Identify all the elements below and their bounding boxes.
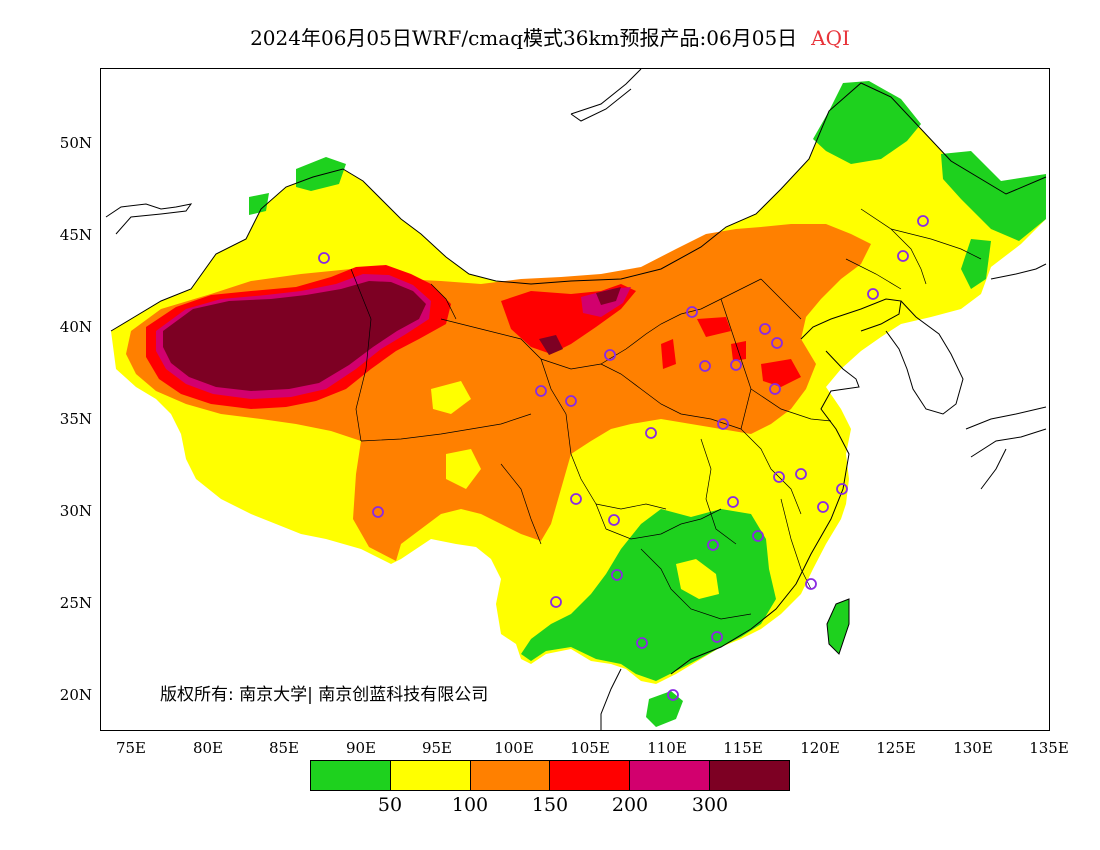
station-marker bbox=[795, 468, 807, 480]
station-marker bbox=[711, 631, 723, 643]
lat-label-50n: 50N bbox=[59, 134, 92, 152]
station-markers bbox=[318, 215, 929, 701]
title-variable: AQI bbox=[811, 26, 850, 50]
station-marker bbox=[636, 637, 648, 649]
lat-label-40n: 40N bbox=[59, 318, 92, 336]
aqi-region-shandong-red bbox=[761, 359, 801, 387]
station-marker bbox=[867, 288, 879, 300]
province-borders bbox=[350, 208, 982, 620]
lon-label-115e: 115E bbox=[723, 739, 763, 757]
station-marker bbox=[686, 306, 698, 318]
aqi-map bbox=[100, 68, 1050, 731]
lat-label-25n: 25N bbox=[59, 594, 92, 612]
legend-swatch-good bbox=[311, 761, 390, 790]
aqi-region-e-heilongjiang-green bbox=[941, 151, 1046, 241]
station-marker bbox=[769, 383, 781, 395]
station-marker bbox=[550, 596, 562, 608]
lon-label-95e: 95E bbox=[421, 739, 453, 757]
coastline-japan-1 bbox=[965, 406, 1047, 430]
station-marker bbox=[372, 506, 384, 518]
coastline-japan-3 bbox=[980, 448, 1007, 490]
map-title: 2024年06月05日WRF/cmaq模式36km预报产品:06月05日 AQI bbox=[0, 22, 1100, 51]
lat-label-20n: 20N bbox=[59, 686, 92, 704]
station-marker bbox=[570, 493, 582, 505]
station-marker bbox=[817, 501, 829, 513]
lat-label-45n: 45N bbox=[59, 226, 92, 244]
lon-label-75e: 75E bbox=[115, 739, 147, 757]
aqi-map-svg bbox=[105, 69, 1047, 730]
station-marker bbox=[608, 514, 620, 526]
lon-label-125e: 125E bbox=[876, 739, 916, 757]
lon-label-80e: 80E bbox=[192, 739, 224, 757]
aqi-region-south-green-yellow-hole bbox=[676, 559, 719, 599]
legend-swatch-usg bbox=[469, 761, 550, 790]
legend-tick-200: 200 bbox=[611, 794, 649, 816]
station-marker bbox=[717, 418, 729, 430]
copyright-text: 版权所有: 南京大学| 南京创蓝科技有限公司 bbox=[160, 685, 489, 705]
china-outer-border bbox=[110, 82, 1047, 332]
station-marker bbox=[707, 539, 719, 551]
legend-swatch-very-unhealthy bbox=[629, 761, 710, 790]
aqi-region-shanxi-red bbox=[697, 317, 731, 337]
aqi-region-jilin-green bbox=[961, 239, 991, 289]
legend-tick-300: 300 bbox=[691, 794, 729, 816]
station-marker bbox=[771, 337, 783, 349]
station-marker bbox=[773, 471, 785, 483]
legend-swatch-hazardous bbox=[709, 761, 789, 790]
station-marker bbox=[727, 496, 739, 508]
aqi-legend bbox=[310, 760, 790, 791]
aqi-region-nw-green bbox=[249, 193, 269, 215]
station-marker bbox=[917, 215, 929, 227]
aqi-region-qinghai-yellow bbox=[431, 381, 471, 414]
aqi-region-sw-yellow bbox=[446, 449, 481, 489]
station-marker bbox=[759, 323, 771, 335]
coastline-korea bbox=[885, 300, 964, 415]
lon-label-105e: 105E bbox=[570, 739, 610, 757]
legend-tick-150: 150 bbox=[531, 794, 569, 816]
station-marker bbox=[836, 483, 848, 495]
lat-label-35n: 35N bbox=[59, 410, 92, 428]
coastline-balkhash bbox=[105, 203, 193, 235]
legend-tick-100: 100 bbox=[451, 794, 489, 816]
lon-label-90e: 90E bbox=[345, 739, 377, 757]
coastline-taiwan-outline bbox=[826, 598, 850, 655]
station-marker bbox=[667, 689, 679, 701]
coastline-russia-ne bbox=[990, 263, 1047, 280]
station-marker bbox=[730, 359, 742, 371]
station-marker bbox=[752, 530, 764, 542]
station-marker bbox=[611, 569, 623, 581]
coastline-japan-2 bbox=[970, 428, 1047, 458]
legend-swatch-unhealthy bbox=[549, 761, 630, 790]
aqi-region-altai-green bbox=[296, 157, 346, 191]
coastline-vietnam bbox=[600, 668, 622, 730]
lon-label-110e: 110E bbox=[647, 739, 687, 757]
legend-swatch-moderate bbox=[389, 761, 470, 790]
lon-label-100e: 100E bbox=[494, 739, 534, 757]
title-main: 2024年06月05日WRF/cmaq模式36km预报产品:06月05日 bbox=[250, 26, 798, 50]
aqi-region-hebei-red bbox=[661, 339, 676, 369]
station-marker bbox=[604, 349, 616, 361]
aqi-region-gansu-hazardous bbox=[596, 287, 621, 305]
station-marker bbox=[699, 360, 711, 372]
lon-label-120e: 120E bbox=[800, 739, 840, 757]
aqi-region-tarim-hazardous bbox=[163, 281, 426, 391]
coastline-east bbox=[670, 350, 860, 675]
station-marker bbox=[805, 578, 817, 590]
station-marker bbox=[318, 252, 330, 264]
legend-tick-50: 50 bbox=[377, 794, 403, 816]
coastline-bohai bbox=[800, 298, 902, 340]
aqi-region-ningxia-hazardous bbox=[539, 335, 563, 355]
lat-label-30n: 30N bbox=[59, 502, 92, 520]
lon-label-135e: 135E bbox=[1029, 739, 1069, 757]
station-marker bbox=[645, 427, 657, 439]
station-marker bbox=[535, 385, 547, 397]
station-marker bbox=[565, 395, 577, 407]
coastline-baikal bbox=[570, 69, 642, 122]
lon-label-130e: 130E bbox=[953, 739, 993, 757]
station-marker bbox=[897, 250, 909, 262]
lon-label-85e: 85E bbox=[268, 739, 300, 757]
